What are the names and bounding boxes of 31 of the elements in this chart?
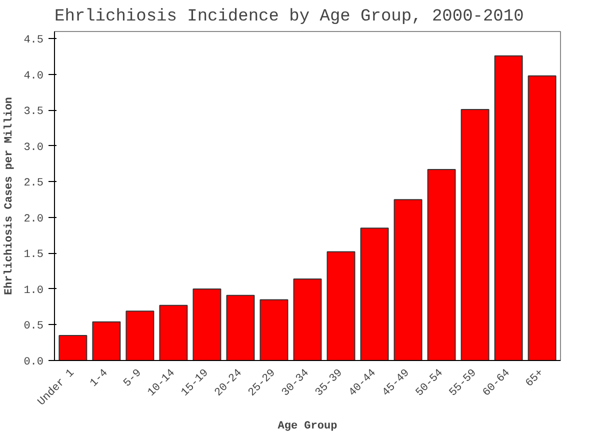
y-tick-label: 2.0 <box>24 213 44 226</box>
bar <box>92 321 121 360</box>
x-tick-label: 5-9 <box>122 367 144 390</box>
y-tick-label: 3.5 <box>24 106 44 118</box>
y-tick-label: 0.5 <box>24 320 44 333</box>
y-tick-label: 4.5 <box>24 34 44 47</box>
bar <box>528 75 556 360</box>
bar <box>494 55 523 360</box>
bar <box>326 251 356 360</box>
x-tick-label: 1-4 <box>88 366 111 390</box>
bar <box>360 228 389 360</box>
bar <box>126 310 154 360</box>
bar <box>460 108 490 360</box>
bar <box>260 299 288 360</box>
chart-title: Ehrlichiosis Incidence by Age Group, 2000-2010 <box>54 8 524 26</box>
y-tick-label: 1.0 <box>24 284 44 297</box>
y-tick-label: 3.0 <box>24 142 44 154</box>
y-tick-label: 0.0 <box>24 356 44 368</box>
y-tick-label: 2.5 <box>24 178 44 190</box>
bar <box>293 278 322 360</box>
bar <box>192 288 222 360</box>
y-tick-label: 1.5 <box>24 249 44 262</box>
x-tick-label: 65+ <box>524 367 546 390</box>
y-tick-label: 4.0 <box>24 70 44 82</box>
bar <box>394 199 422 360</box>
bar <box>427 169 456 360</box>
bar <box>159 304 188 360</box>
bar <box>58 334 88 360</box>
x-axis-title: Age Group <box>278 420 338 433</box>
bar <box>226 294 255 360</box>
y-axis-title: Ehrlichiosis Cases per Million <box>4 96 16 296</box>
